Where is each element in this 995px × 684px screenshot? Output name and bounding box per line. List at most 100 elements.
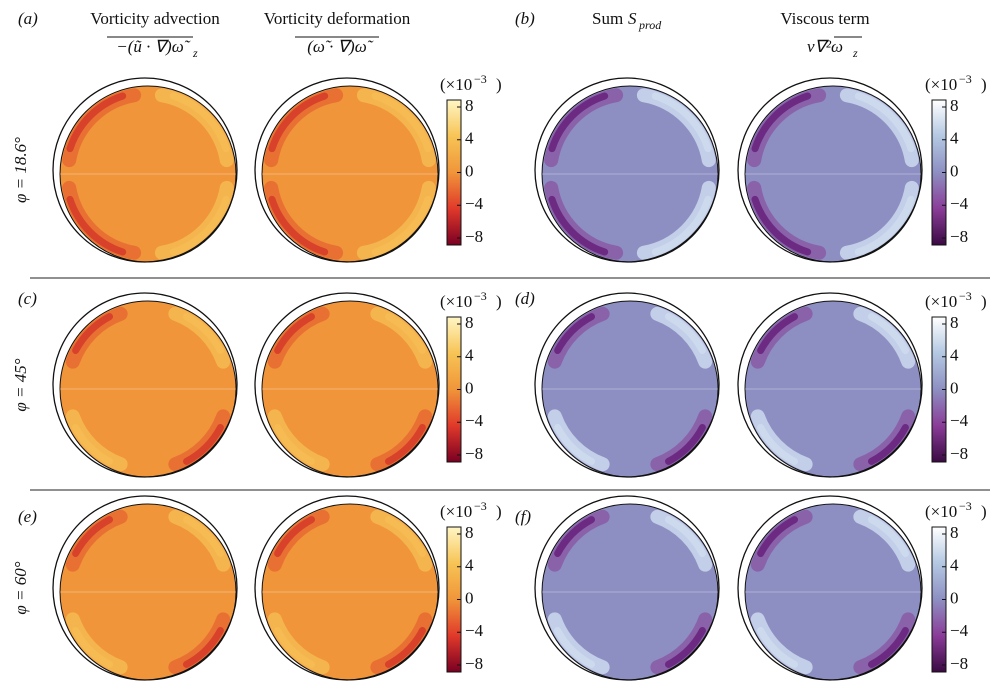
header-title: Viscous term	[780, 9, 869, 28]
header-title: Vorticity advection	[90, 9, 220, 28]
colorbar-tick-label: −4	[950, 411, 969, 430]
panel-label: (f)	[515, 507, 531, 526]
domain-outline	[254, 77, 440, 263]
colorbar-tick-label: −4	[950, 194, 969, 213]
colorbar-label: )	[496, 292, 502, 311]
domain-outline	[534, 495, 720, 681]
contour-band	[867, 313, 909, 355]
domain-outline	[737, 77, 923, 263]
colorbar-label: (×10	[440, 502, 472, 521]
contour-band	[751, 195, 812, 256]
contour-band	[554, 423, 596, 465]
contour-band	[72, 313, 114, 355]
contour-band	[867, 626, 909, 668]
colorbar-tick-label: −8	[465, 444, 483, 463]
contour-band	[274, 423, 316, 465]
header-formula: (ω̃ · ∇)ω̃	[307, 37, 373, 56]
colorbar-label: )	[981, 292, 987, 311]
panel-label: (b)	[515, 9, 535, 28]
header-title: Sum	[592, 9, 623, 28]
header-subscript: z	[852, 46, 858, 60]
colorbar-tick-label: 8	[950, 96, 959, 115]
domain-outline	[737, 495, 923, 681]
domain-outline	[737, 292, 923, 478]
colorbar-tick-label: 0	[950, 378, 959, 397]
contour-band	[548, 92, 609, 153]
colorbar-tick-label: 4	[950, 556, 959, 575]
header-subscript: z	[192, 46, 198, 60]
colorbar-tick-label: 4	[465, 556, 474, 575]
domain-outline	[52, 292, 238, 478]
domain-outline	[254, 292, 440, 478]
row-label: φ = 18.6°	[11, 137, 30, 203]
contour-band	[274, 516, 316, 558]
colorbar-tick-label: −4	[465, 194, 484, 213]
contour-band	[854, 195, 915, 256]
colorbar-tick-label: −4	[465, 621, 484, 640]
colorbar-tick-label: 4	[465, 129, 474, 148]
domain-outline	[52, 495, 238, 681]
contour-band	[169, 92, 230, 153]
contour-band	[182, 313, 224, 355]
colorbar-label: (×10	[440, 75, 472, 94]
colorbar-exponent: −3	[474, 72, 487, 86]
colorbar-tick-label: 8	[465, 523, 474, 542]
colorbar-exponent: −3	[474, 289, 487, 303]
contour-band	[664, 626, 706, 668]
contour-band	[169, 195, 230, 256]
contour-band	[854, 92, 915, 153]
colorbar-label: (×10	[925, 75, 957, 94]
contour-band	[182, 423, 224, 465]
colorbar-label: )	[496, 502, 502, 521]
colorbar-tick-label: 0	[950, 588, 959, 607]
colorbar-exponent: −3	[959, 72, 972, 86]
contour-band	[554, 626, 596, 668]
contour-band	[651, 92, 712, 153]
contour-band	[371, 195, 432, 256]
header-symbol: S	[628, 9, 637, 28]
header-subscript: prod	[638, 18, 662, 32]
colorbar-tick-label: 4	[950, 129, 959, 148]
contour-band	[651, 195, 712, 256]
contour-band	[757, 516, 799, 558]
colorbar-tick-label: 0	[465, 378, 474, 397]
colorbar-tick-label: 8	[465, 96, 474, 115]
contour-band	[182, 516, 224, 558]
contour-band	[554, 313, 596, 355]
contour-band	[751, 92, 812, 153]
colorbar-label: (×10	[440, 292, 472, 311]
colorbar-label: )	[496, 75, 502, 94]
colorbar-tick-label: −4	[950, 621, 969, 640]
colorbar-tick-label: 4	[465, 346, 474, 365]
row-label: φ = 60°	[11, 561, 30, 614]
header-formula: −(ũ · ∇)ω̃	[116, 37, 190, 56]
colorbar-label: (×10	[925, 502, 957, 521]
domain-outline	[254, 495, 440, 681]
panel-label: (c)	[18, 289, 37, 308]
colorbar-label: )	[981, 502, 987, 521]
colorbar-tick-label: −8	[950, 654, 968, 673]
domain-outline	[534, 77, 720, 263]
contour-band	[66, 92, 127, 153]
colorbar-exponent: −3	[959, 499, 972, 513]
colorbar-tick-label: 0	[465, 161, 474, 180]
contour-band	[72, 423, 114, 465]
contour-band	[757, 626, 799, 668]
colorbar-tick-label: 8	[465, 313, 474, 332]
panel-label: (e)	[18, 507, 37, 526]
contour-band	[664, 423, 706, 465]
colorbar-tick-label: −8	[950, 444, 968, 463]
colorbar-label: (×10	[925, 292, 957, 311]
contour-band	[664, 516, 706, 558]
colorbar-tick-label: −8	[950, 227, 968, 246]
header-formula: ν∇²ω	[807, 37, 843, 56]
contour-band	[554, 516, 596, 558]
contour-band	[371, 92, 432, 153]
contour-band	[384, 626, 426, 668]
contour-band	[548, 195, 609, 256]
contour-band	[384, 313, 426, 355]
colorbar-tick-label: 8	[950, 313, 959, 332]
contour-band	[274, 313, 316, 355]
domain-outline	[52, 77, 238, 263]
contour-band	[757, 423, 799, 465]
